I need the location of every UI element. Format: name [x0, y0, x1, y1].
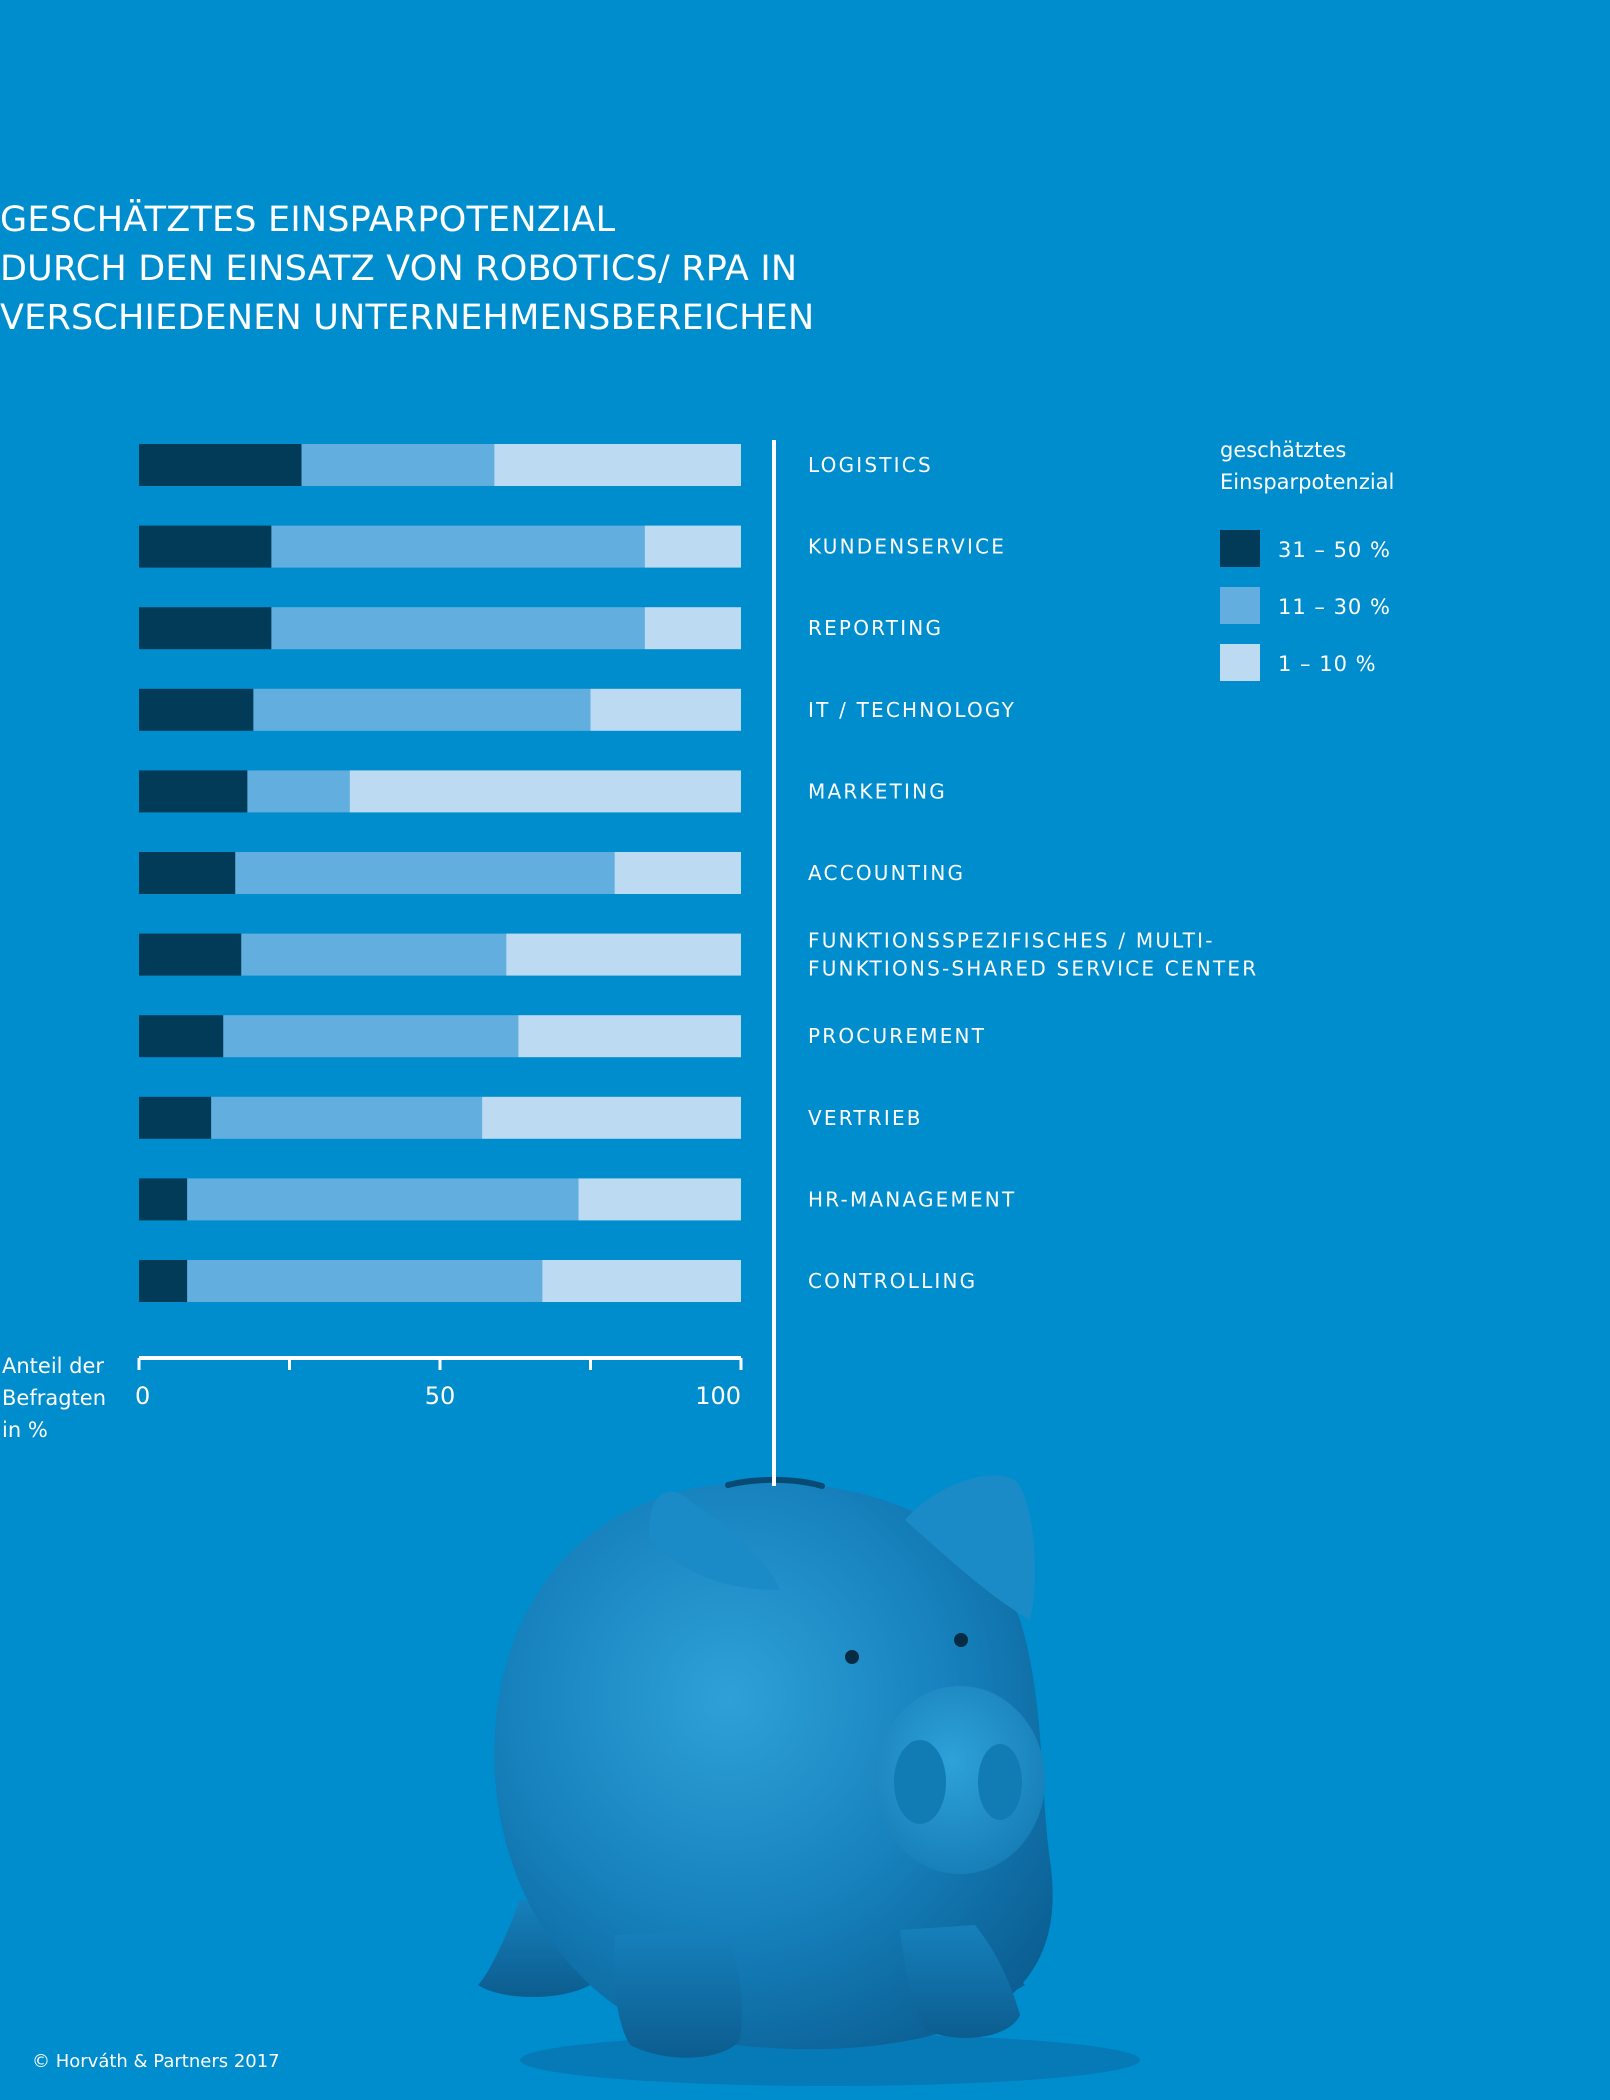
bar-segment-11-series-3 — [542, 1260, 741, 1302]
bar-segment-9-series-3 — [482, 1096, 741, 1139]
legend: geschätztes Einsparpotenzial 31 – 50 % 11… — [1220, 438, 1394, 681]
bar-segment-5-series-1 — [139, 770, 248, 813]
bar-segment-4-series-1 — [139, 688, 254, 731]
bar-segment-2-series-2 — [271, 525, 645, 568]
bar-segment-10-series-1 — [139, 1178, 188, 1221]
category-label-7-line-2: FUNKTIONS-SHARED SERVICE CENTER — [808, 957, 1258, 981]
category-label-4: IT / TECHNOLOGY — [808, 698, 1016, 722]
copyright-text: © Horváth & Partners 2017 — [32, 2051, 280, 2072]
bar-segment-6-series-2 — [235, 852, 615, 894]
bar-segment-9-series-1 — [139, 1096, 212, 1139]
pig-ear-left — [649, 1491, 780, 1590]
bar-segment-4-series-3 — [590, 688, 741, 731]
x-axis-title-line-2: Befragten — [2, 1386, 106, 1410]
bar-segment-8-series-3 — [518, 1015, 741, 1058]
category-label-1: LOGISTICS — [808, 453, 933, 477]
category-label-10: HR-MANAGEMENT — [808, 1187, 1016, 1211]
bar-segment-3-series-3 — [644, 607, 741, 650]
bar-segment-11-series-1 — [139, 1260, 188, 1302]
category-label-5: MARKETING — [808, 779, 947, 803]
chart-title: GESCHÄTZTES EINSPARPOTENZIAL DURCH DEN E… — [0, 196, 1000, 343]
bar-segment-5-series-2 — [247, 770, 350, 813]
piggy-bank-illustration — [478, 1475, 1140, 2086]
bar-segment-10-series-2 — [187, 1178, 579, 1221]
bar-segment-10-series-3 — [578, 1178, 741, 1221]
bar-segment-1-series-3 — [494, 444, 741, 486]
pig-snout — [875, 1686, 1045, 1874]
bar-segment-7-series-2 — [241, 933, 507, 976]
x-axis-title-line-3: in % — [2, 1418, 48, 1442]
legend-items: 31 – 50 % 11 – 30 % 1 – 10 % — [1220, 530, 1391, 681]
bars-layer — [139, 444, 741, 1302]
bar-segment-5-series-3 — [349, 770, 741, 813]
x-axis-title-line-1: Anteil der — [2, 1354, 104, 1378]
bar-segment-7-series-3 — [506, 933, 741, 976]
bar-segment-8-series-1 — [139, 1015, 224, 1058]
x-tick-label-1: 0 — [135, 1382, 150, 1410]
category-label-6: ACCOUNTING — [808, 861, 965, 885]
legend-label-3: 1 – 10 % — [1278, 652, 1377, 676]
x-tick-label-3: 50 — [425, 1382, 456, 1410]
x-axis-title: Anteil der Befragten in % — [2, 1354, 106, 1442]
title-line-2: DURCH DEN EINSATZ VON ROBOTICS/ RPA IN — [0, 249, 798, 289]
bar-segment-1-series-2 — [301, 444, 495, 486]
bar-segment-3-series-2 — [271, 607, 645, 650]
pig-eye-left — [845, 1650, 859, 1664]
legend-label-1: 31 – 50 % — [1278, 538, 1391, 562]
bar-segment-9-series-2 — [211, 1096, 483, 1139]
bar-segment-6-series-1 — [139, 852, 236, 894]
category-label-8: PROCUREMENT — [808, 1024, 986, 1048]
bar-segment-4-series-2 — [253, 688, 591, 731]
legend-title-line-1: geschätztes — [1220, 438, 1346, 462]
title-line-3: VERSCHIEDENEN UNTERNEHMENSBEREICHEN — [0, 298, 815, 338]
bar-segment-8-series-2 — [223, 1015, 519, 1058]
pig-front-leg-left — [613, 1930, 742, 2058]
category-label-2: KUNDENSERVICE — [808, 535, 1006, 559]
legend-title-line-2: Einsparpotenzial — [1220, 470, 1394, 494]
category-labels: LOGISTICS KUNDENSERVICE REPORTING IT / TECH… — [808, 453, 1258, 1293]
bar-segment-1-series-1 — [139, 444, 302, 486]
legend-swatch-3 — [1220, 644, 1260, 681]
pig-front-leg-right — [900, 1925, 1020, 2038]
category-label-11: CONTROLLING — [808, 1269, 977, 1293]
pig-ear-right — [905, 1475, 1035, 1620]
category-label-7-line-1: FUNKTIONSSPEZIFISCHES / MULTI- — [808, 929, 1215, 953]
legend-swatch-1 — [1220, 530, 1260, 567]
pig-eye-right — [954, 1633, 968, 1647]
bar-segment-7-series-1 — [139, 933, 242, 976]
legend-swatch-2 — [1220, 587, 1260, 624]
bar-segment-6-series-3 — [614, 852, 741, 894]
pig-nostril-right — [978, 1744, 1022, 1820]
category-label-9: VERTRIEB — [808, 1106, 923, 1130]
bar-segment-11-series-2 — [187, 1260, 543, 1302]
x-ticks: 0 50 100 — [135, 1358, 743, 1410]
bar-segment-2-series-1 — [139, 525, 272, 568]
bar-segment-2-series-3 — [644, 525, 741, 568]
x-tick-label-5: 100 — [695, 1382, 741, 1410]
title-line-1: GESCHÄTZTES EINSPARPOTENZIAL — [0, 200, 616, 240]
category-label-3: REPORTING — [808, 616, 943, 640]
pig-nostril-left — [894, 1740, 946, 1824]
pig-body — [494, 1481, 1053, 2050]
bar-segment-3-series-1 — [139, 607, 272, 650]
legend-label-2: 11 – 30 % — [1278, 595, 1391, 619]
x-axis: 0 50 100 — [135, 1356, 743, 1410]
